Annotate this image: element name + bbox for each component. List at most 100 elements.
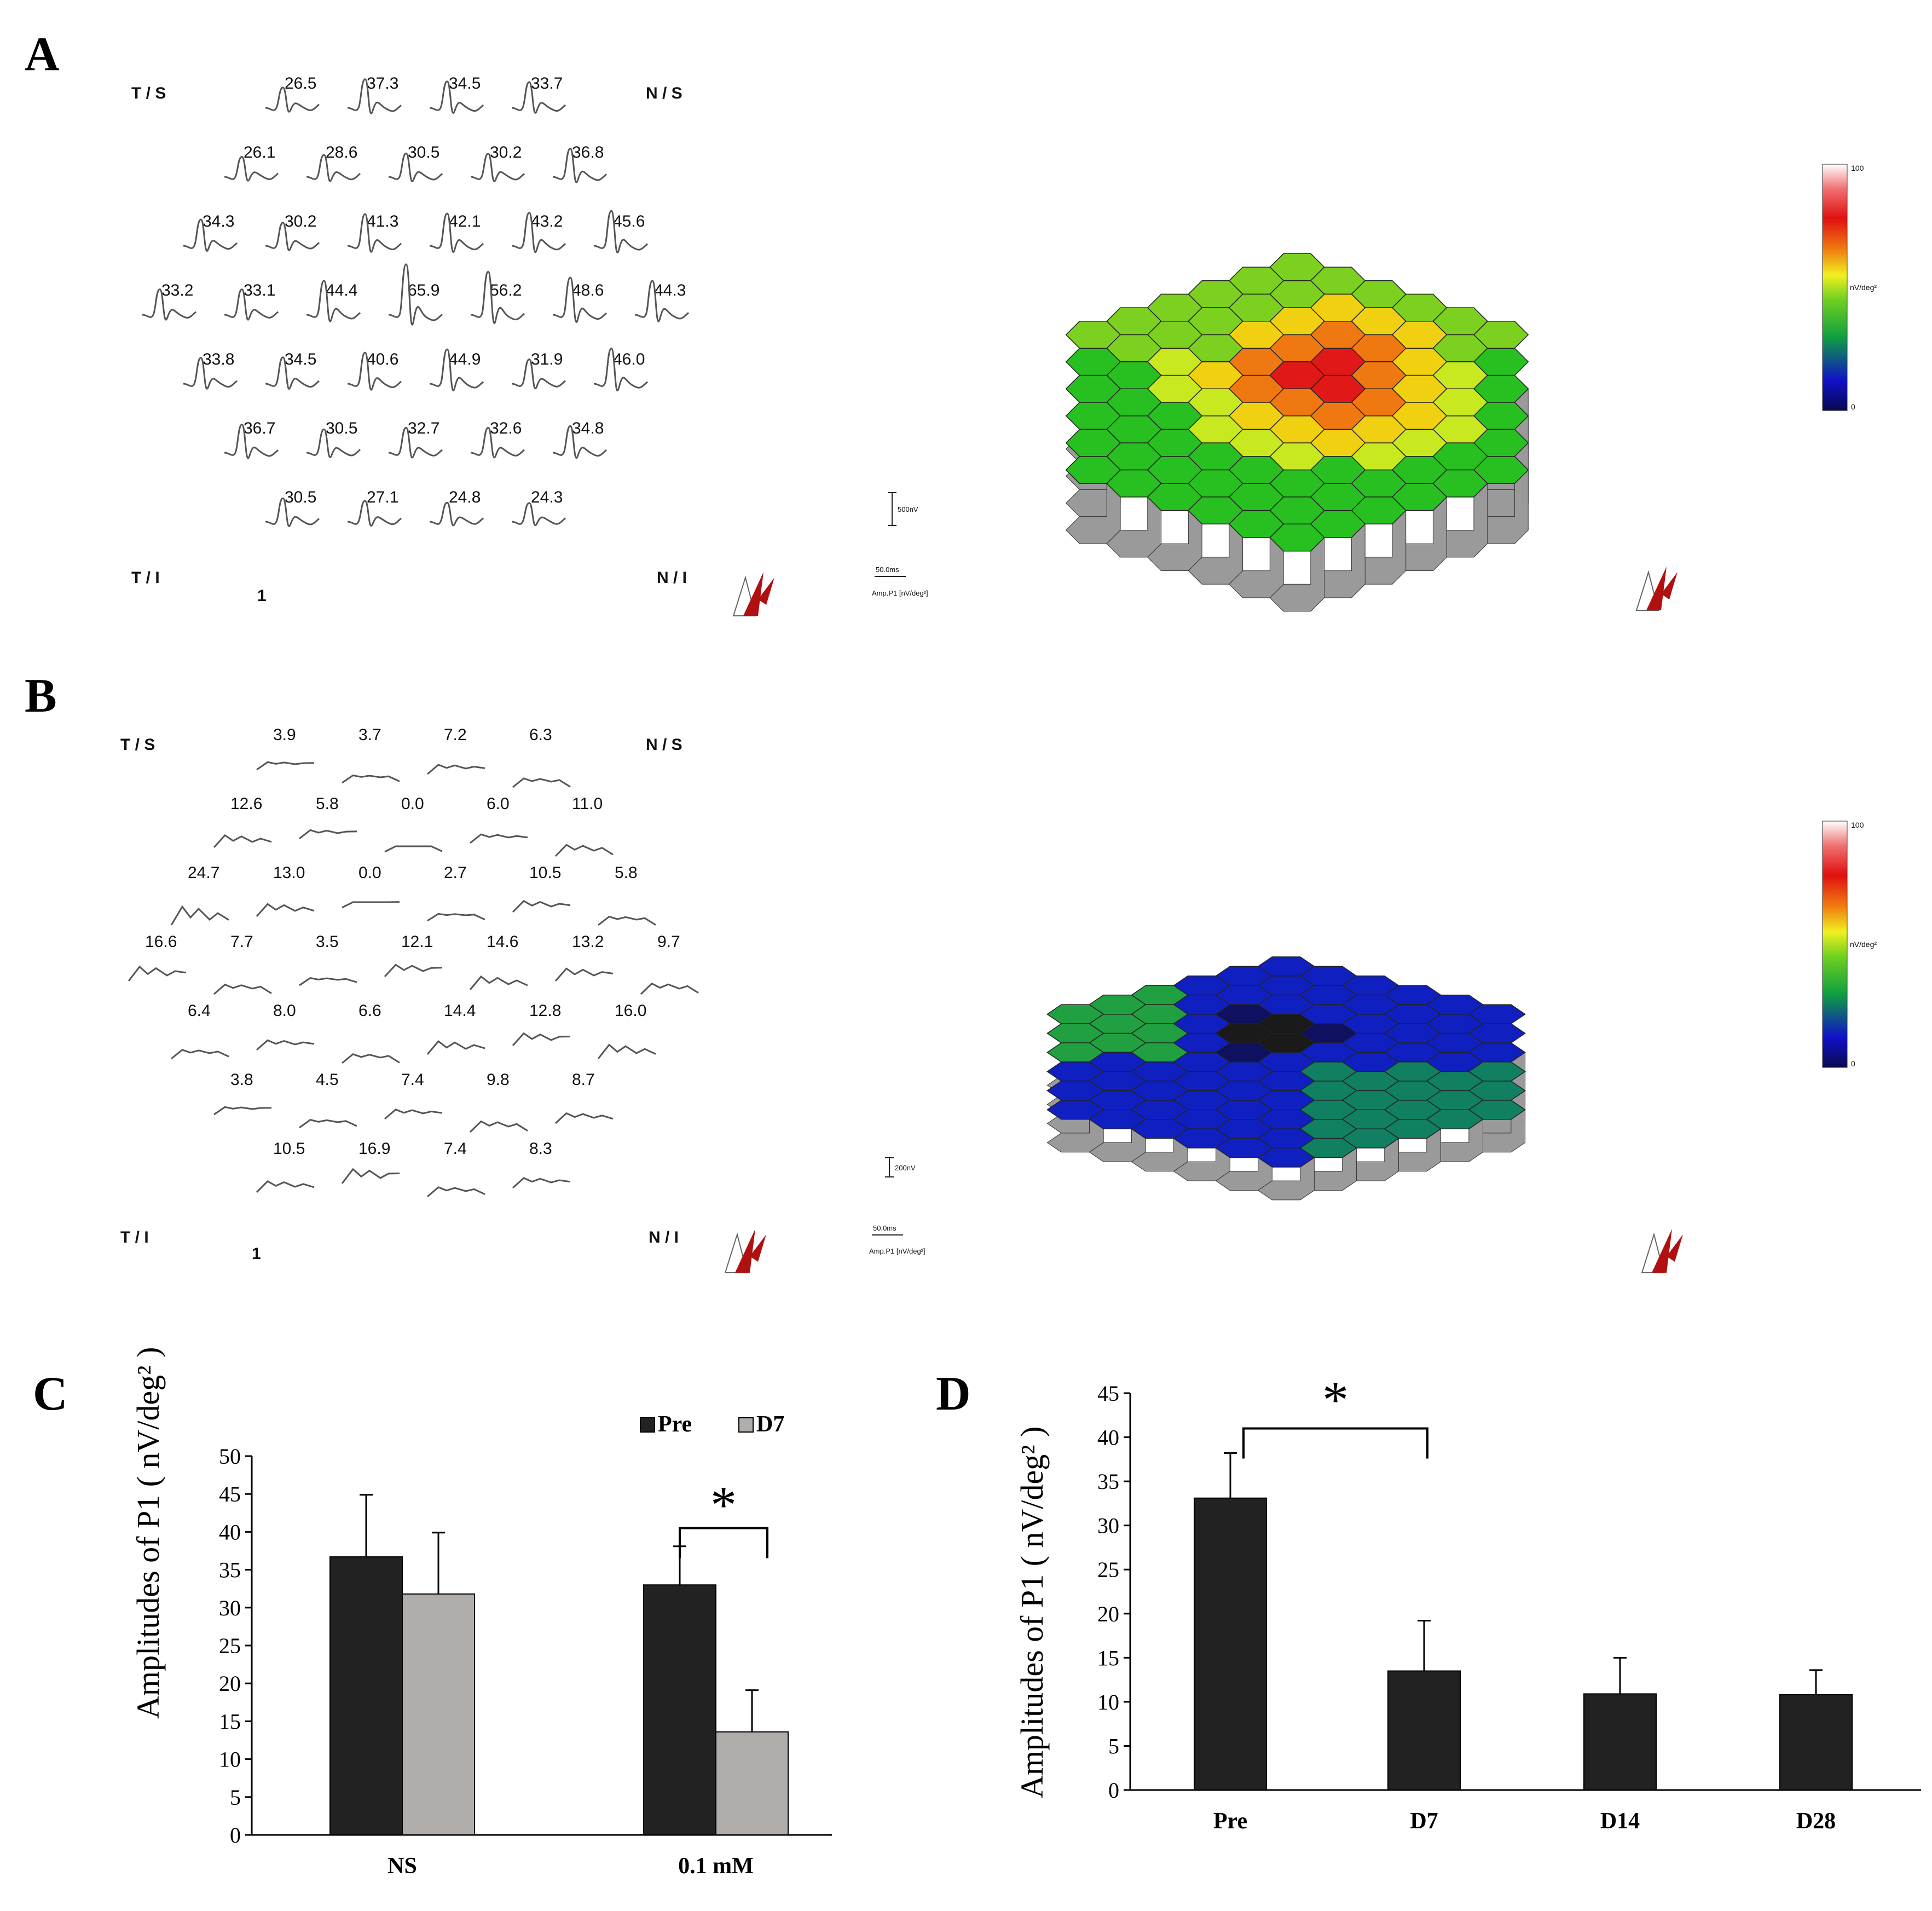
trace-value: 30.5 (326, 419, 357, 437)
legend-label: Pre (658, 1412, 692, 1437)
trace-value: 43.2 (531, 212, 563, 230)
trace-value: 32.6 (490, 419, 522, 437)
scale-voltage: 500nV (898, 505, 918, 513)
significance-bracket (679, 1527, 768, 1558)
trace-value: 40.6 (367, 350, 398, 368)
erg-trace (256, 1039, 315, 1051)
erg-trace (384, 963, 443, 978)
erg-trace (593, 348, 649, 391)
legend-swatch (640, 1417, 655, 1433)
trace-value: 56.2 (490, 281, 522, 299)
erg-trace (554, 967, 614, 982)
erg-trace (128, 965, 187, 982)
erg-trace (426, 1040, 485, 1055)
scale-time: 50.0ms (876, 565, 899, 574)
chart-d-ylabel: Amplitudes of P1 ( nV/deg² ) (1014, 1427, 1050, 1799)
trace-value: 28.6 (326, 143, 357, 161)
trace-value: 24.8 (449, 488, 481, 506)
trace-value: 34.5 (285, 350, 316, 368)
trace-value: 16.9 (358, 1140, 390, 1158)
amp-label: Amp.P1 [nV/deg²] (872, 589, 928, 597)
erg-trace (512, 900, 571, 913)
erg-trace (224, 155, 279, 182)
bar-p1 (1194, 1497, 1267, 1791)
logo-icon (1635, 567, 1678, 611)
bar-p1 (1387, 1670, 1461, 1791)
trace-value: 46.0 (613, 350, 645, 368)
erg-trace (342, 901, 400, 909)
erg-trace (554, 1112, 614, 1124)
erg-trace (429, 348, 484, 391)
bar-p1 (1779, 1694, 1853, 1791)
trace-value: 8.0 (273, 1002, 296, 1020)
y-tick-label: 50 (219, 1444, 241, 1469)
erg-trace (469, 1120, 528, 1133)
y-tick-label: 5 (1108, 1734, 1119, 1758)
y-tick-label: 25 (1097, 1557, 1119, 1582)
x-category-label: D14 (1600, 1809, 1640, 1834)
legend-label: D7 (756, 1412, 784, 1437)
x-category-label: D28 (1796, 1809, 1836, 1834)
trace-value: 45.6 (613, 212, 645, 230)
chart-c: C Amplitudes of P1 ( nV/deg² ) 0 5 10 15 20 2… (33, 1347, 832, 1879)
trace-value: 7.4 (401, 1071, 424, 1089)
trace-value: 6.3 (529, 726, 552, 744)
y-tick-label: 30 (1097, 1514, 1119, 1538)
erg-trace (552, 425, 608, 459)
trace-value: 8.7 (572, 1071, 595, 1089)
erg-trace (634, 280, 690, 322)
mferg-trace-array-a: 26.5 37.3 34.5 33.7 26.1 28.6 30.5 30.2 36.8 34.3… (142, 74, 690, 527)
trace-value: 7.2 (444, 726, 467, 744)
trace-value: 36.7 (244, 419, 275, 437)
3d-topography-plot-a (1065, 253, 1529, 612)
trace-value: 37.3 (367, 74, 398, 93)
erg-trace (183, 357, 238, 390)
erg-trace (265, 497, 320, 527)
y-tick-label: 40 (219, 1520, 241, 1544)
x-category-label: 0.1 mM (678, 1854, 754, 1879)
trace-value: 6.4 (188, 1002, 211, 1020)
trace-value: 5.8 (615, 864, 638, 882)
trace-value: 30.5 (285, 488, 316, 506)
trace-value: 7.4 (444, 1140, 467, 1158)
scale-time: 50.0ms (873, 1224, 896, 1232)
erg-trace (640, 982, 699, 995)
y-tick-label: 30 (219, 1596, 241, 1620)
erg-trace (142, 288, 197, 321)
hex-cell (1269, 523, 1325, 552)
colorbar-unit: nV/deg² (1850, 283, 1877, 292)
y-tick-label: 35 (1097, 1469, 1119, 1494)
trace-value: 3.7 (358, 726, 381, 744)
erg-trace (388, 426, 443, 459)
erg-trace (306, 428, 361, 458)
erg-trace (347, 351, 402, 391)
y-tick-label: 5 (230, 1785, 241, 1810)
significance-star: * (710, 1475, 737, 1534)
trace-value: 6.0 (487, 795, 510, 813)
trace-value: 7.7 (230, 933, 253, 951)
erg-trace (384, 1109, 443, 1120)
trace-value: 32.7 (408, 419, 439, 437)
legend-swatch (738, 1417, 754, 1433)
y-tick-label: 40 (1097, 1425, 1119, 1450)
y-tick-label: 45 (219, 1482, 241, 1506)
erg-trace (593, 210, 649, 253)
colorbar-max: 100 (1851, 164, 1864, 172)
trace-value: 33.7 (531, 74, 563, 93)
erg-trace (552, 276, 608, 323)
erg-trace (256, 903, 315, 917)
trace-value: 9.8 (487, 1071, 510, 1089)
erg-trace (388, 263, 443, 326)
y-tick-label: 20 (1097, 1602, 1119, 1626)
y-tick-label: 0 (230, 1823, 241, 1848)
erg-trace (469, 975, 528, 990)
trace-value: 4.5 (316, 1071, 339, 1089)
trace-value: 2.7 (444, 864, 467, 882)
erg-trace (299, 1119, 357, 1129)
trace-value: 24.7 (188, 864, 219, 882)
y-tick-label: 20 (219, 1671, 241, 1696)
trace-value: 44.3 (654, 281, 686, 299)
trace-value: 41.3 (367, 212, 398, 230)
y-tick-label: 10 (219, 1747, 241, 1772)
erg-trace (427, 764, 485, 775)
